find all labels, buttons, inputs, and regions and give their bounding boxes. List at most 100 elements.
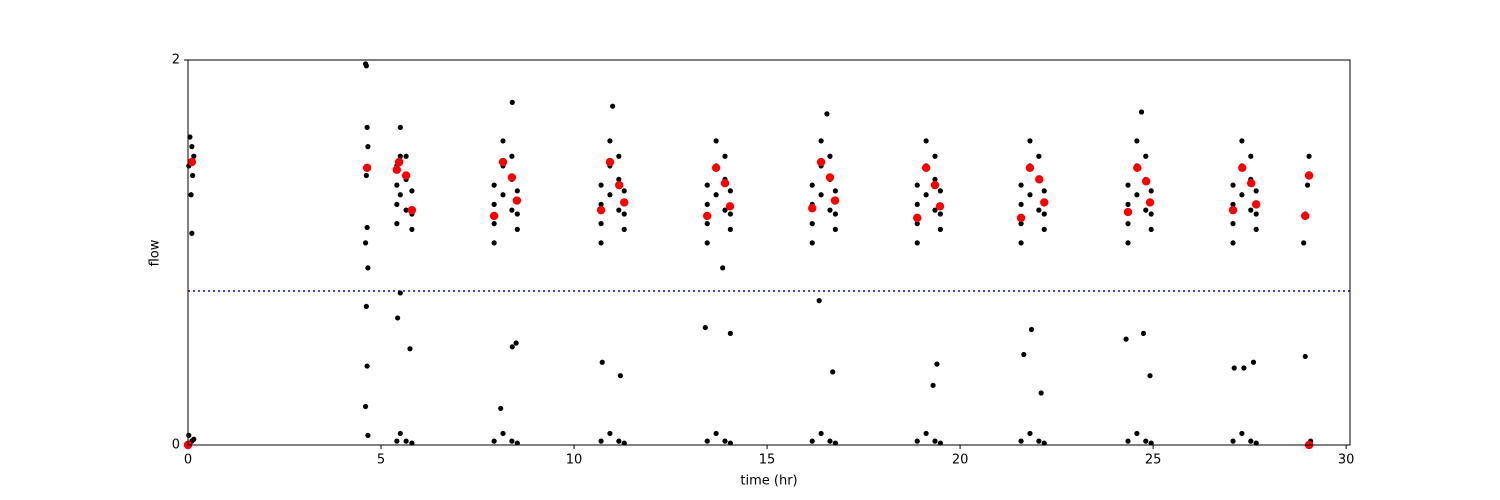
point (1301, 211, 1310, 221)
point (1138, 109, 1145, 115)
point (189, 144, 195, 150)
x-tick-label: 15 (759, 453, 776, 468)
point (935, 202, 945, 211)
point (832, 211, 839, 217)
point (832, 188, 839, 194)
point (191, 153, 197, 159)
point (489, 211, 499, 221)
point (704, 201, 710, 207)
point (407, 205, 417, 215)
point (1027, 192, 1033, 198)
point (621, 226, 627, 232)
point (1301, 240, 1307, 246)
x-tick-label: 5 (377, 453, 385, 468)
point (598, 240, 604, 246)
point (491, 438, 497, 444)
point (809, 221, 815, 227)
point (365, 432, 371, 438)
point (914, 201, 920, 207)
point (364, 363, 370, 369)
point (1250, 359, 1257, 365)
point (1251, 200, 1261, 209)
point (1230, 221, 1236, 227)
point (395, 315, 401, 321)
point (362, 240, 369, 246)
point (1123, 207, 1133, 217)
point (403, 207, 409, 213)
point (914, 438, 920, 444)
point (514, 188, 520, 194)
point (1239, 430, 1245, 437)
point (409, 226, 415, 232)
point (827, 438, 833, 444)
point (1253, 188, 1259, 194)
point (500, 138, 506, 144)
point (362, 403, 369, 410)
point (513, 340, 519, 346)
point (500, 192, 506, 198)
point (1230, 182, 1236, 188)
point (1148, 226, 1154, 232)
point (720, 179, 730, 188)
point (702, 324, 708, 331)
point (596, 205, 606, 215)
point (509, 153, 515, 159)
point (727, 188, 733, 194)
point (620, 198, 629, 207)
point (1125, 221, 1131, 227)
point (363, 303, 369, 309)
point (365, 265, 371, 271)
point (1253, 226, 1259, 232)
x-tick-label: 10 (566, 453, 583, 468)
point (598, 438, 604, 444)
point (1016, 213, 1026, 223)
point (491, 240, 497, 246)
point (713, 138, 719, 144)
point (1304, 182, 1311, 188)
point (1248, 438, 1254, 444)
point (1253, 440, 1259, 446)
point (491, 201, 497, 207)
point (1018, 240, 1024, 246)
point (616, 176, 622, 182)
point (610, 103, 616, 109)
point (1134, 138, 1140, 144)
point (704, 182, 710, 188)
point (809, 438, 815, 444)
point (607, 138, 613, 144)
point (809, 240, 815, 246)
point (1145, 198, 1155, 207)
point (599, 359, 605, 365)
point (500, 430, 506, 437)
point (1027, 138, 1033, 144)
point (1143, 438, 1149, 444)
point (713, 192, 719, 198)
point (914, 221, 920, 227)
point (1143, 207, 1149, 213)
point (407, 346, 413, 352)
point (514, 226, 520, 232)
point (364, 224, 370, 231)
point (187, 134, 193, 140)
point (704, 240, 710, 246)
y-tick-label: 2 (172, 53, 180, 68)
point (491, 221, 497, 227)
point (1018, 201, 1024, 207)
point (1148, 188, 1154, 194)
point (1246, 179, 1256, 188)
point (713, 430, 719, 437)
point (720, 265, 726, 271)
point (1018, 438, 1024, 444)
point (1304, 171, 1314, 180)
point (824, 111, 830, 117)
x-tick-label: 20 (952, 453, 969, 468)
point (722, 207, 728, 213)
point (607, 430, 613, 437)
point (394, 438, 400, 444)
point (1036, 153, 1042, 159)
point (1230, 240, 1236, 246)
point (1248, 207, 1254, 213)
point (1123, 336, 1129, 342)
point (1036, 207, 1042, 213)
point (934, 361, 940, 367)
